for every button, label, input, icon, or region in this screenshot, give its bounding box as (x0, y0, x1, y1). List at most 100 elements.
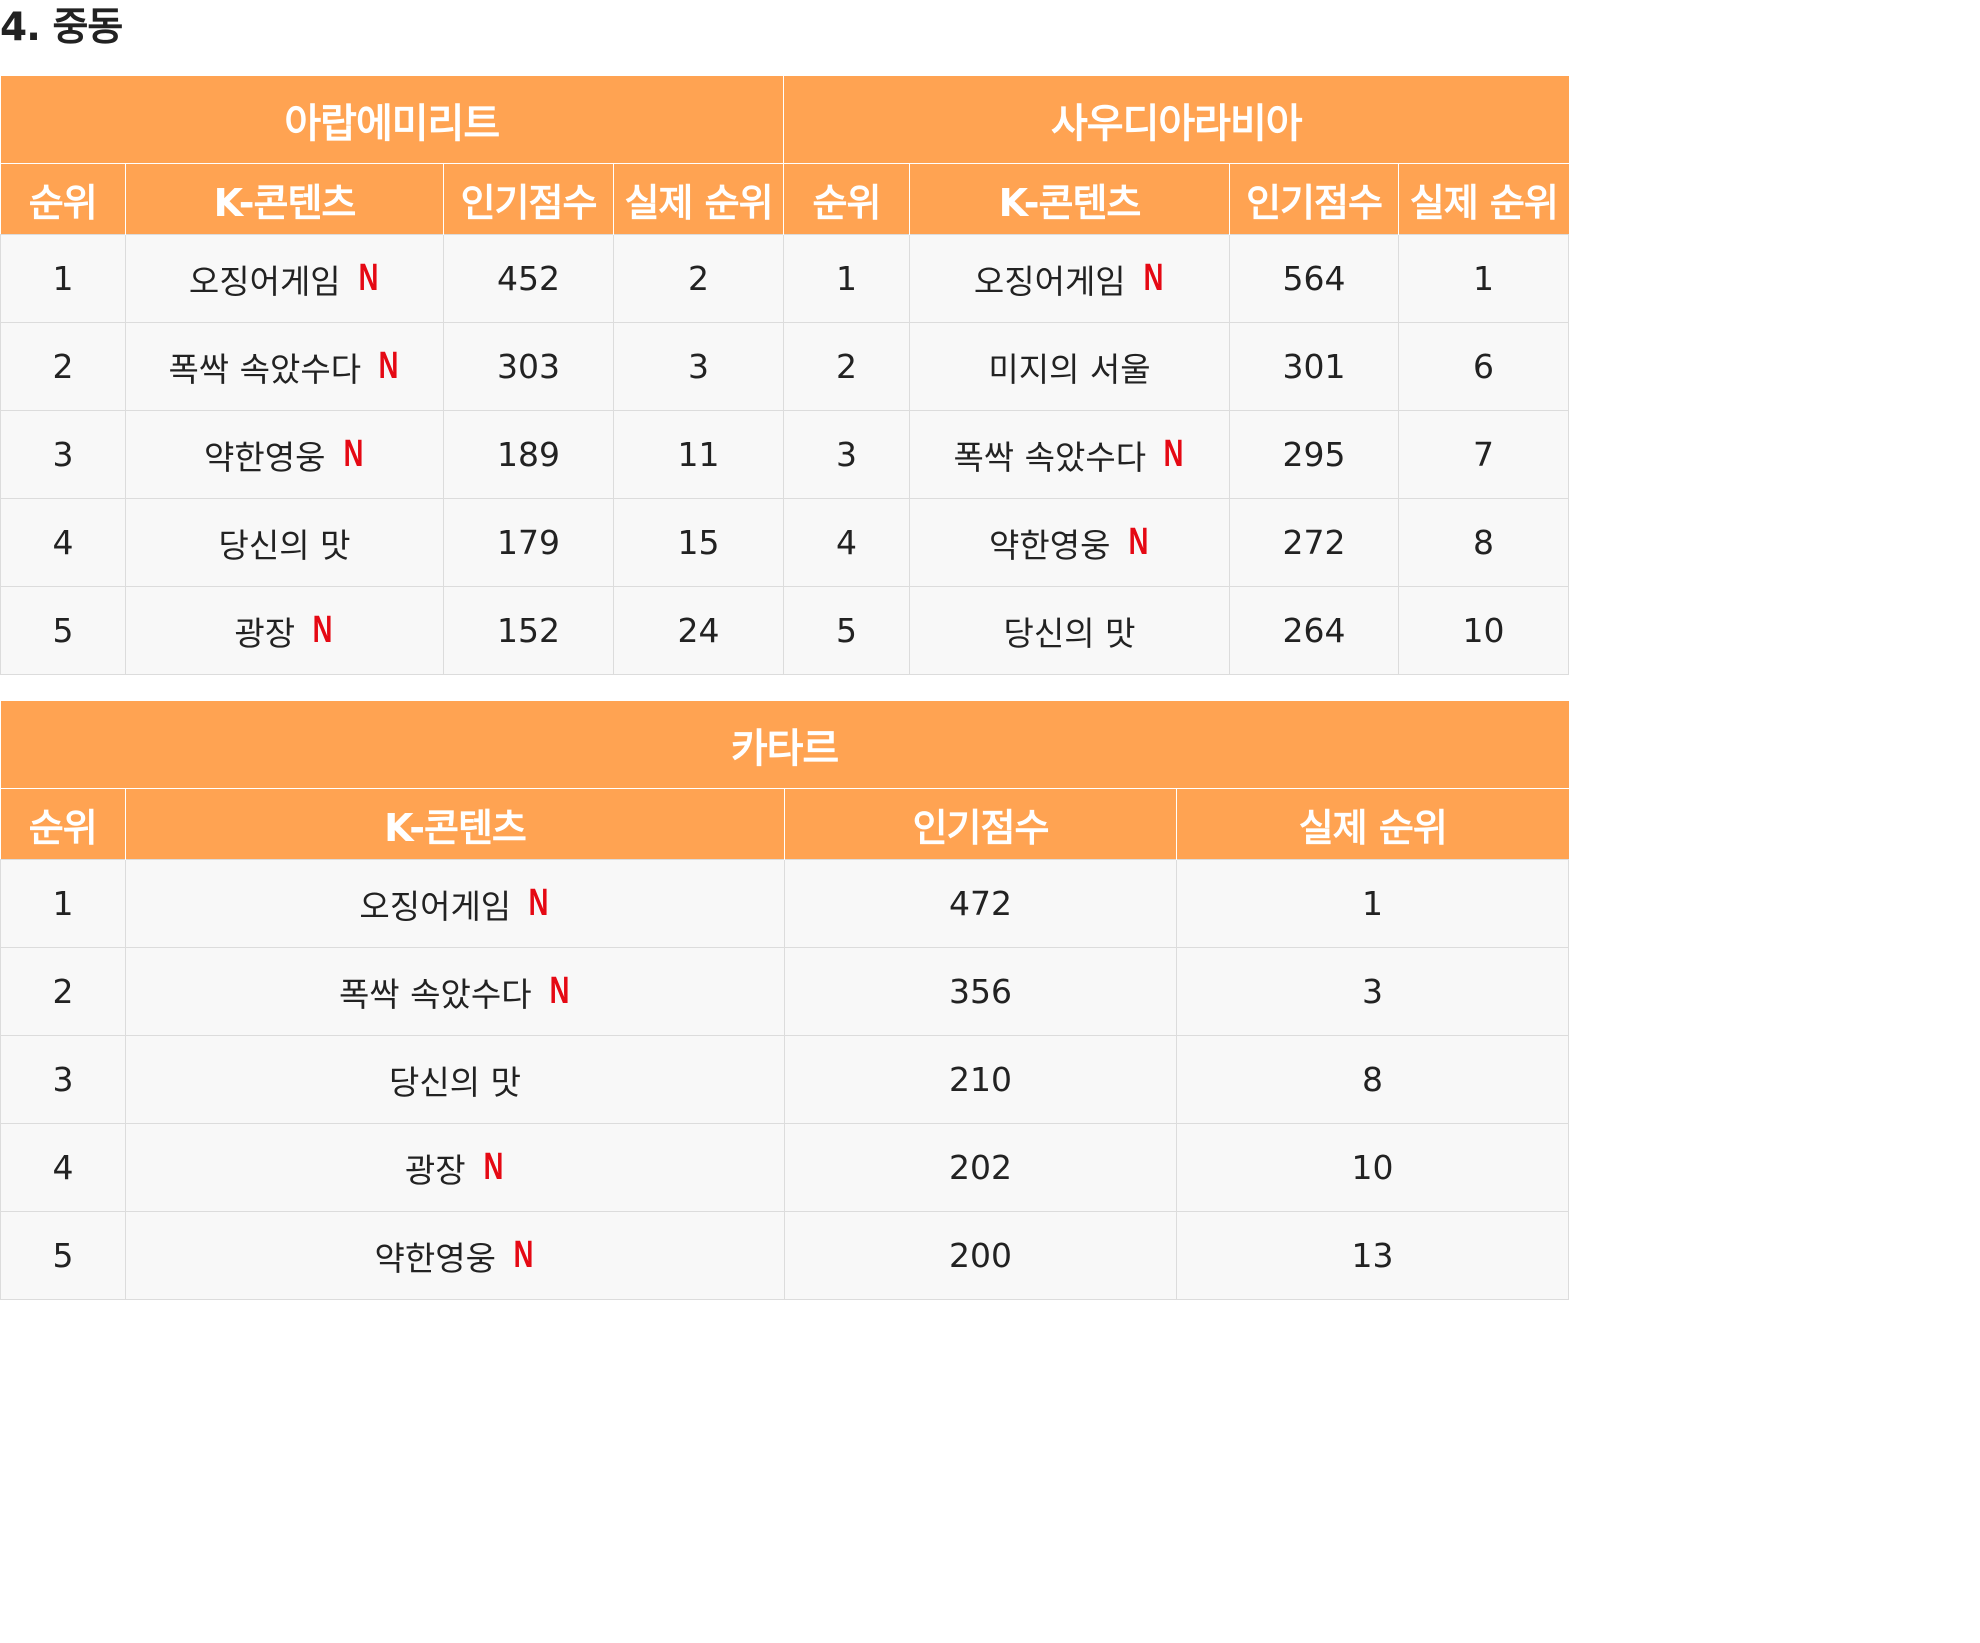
table-row: 5 광장 N 152 24 5 당신의 맛 264 10 (0, 586, 1570, 675)
content-cell: 미지의 서울 (909, 322, 1230, 411)
actual-rank-cell: 8 (1175, 1035, 1570, 1124)
content-title: 당신의 맛 (1003, 613, 1136, 653)
actual-rank-cell: 3 (1175, 947, 1570, 1036)
score-cell: 472 (784, 859, 1177, 948)
netflix-logo-icon: N (343, 433, 363, 475)
country-header-saudi: 사우디아라비아 (782, 76, 1569, 164)
rank-cell: 4 (0, 1123, 126, 1212)
score-cell: 200 (784, 1211, 1177, 1300)
netflix-logo-icon: N (1128, 521, 1148, 563)
ranking-table-uae-saudi: 아랍에미리트 사우디아라비아 순위 K-콘텐츠 인기점수 실제 순위 순위 K-… (0, 76, 1570, 675)
netflix-logo-icon: N (1143, 257, 1163, 299)
column-header-content: K-콘텐츠 (125, 788, 785, 860)
content-cell: 당신의 맛 (909, 586, 1230, 675)
content-cell: 당신의 맛 (125, 1035, 785, 1124)
content-title: 미지의 서울 (988, 349, 1151, 389)
actual-rank-cell: 7 (1397, 410, 1570, 499)
rank-cell: 3 (783, 410, 910, 499)
table-row: 1 오징어게임 N 452 2 1 오징어게임 N 564 1 (0, 234, 1570, 323)
country-header-qatar: 카타르 (0, 701, 1569, 789)
score-cell: 179 (443, 498, 614, 587)
netflix-logo-icon: N (513, 1234, 534, 1276)
rank-cell: 2 (0, 322, 126, 411)
rank-cell: 4 (0, 498, 126, 587)
content-title: 광장 (234, 613, 296, 653)
content-cell: 오징어게임 N (125, 859, 785, 948)
content-title: 당신의 맛 (389, 1062, 521, 1102)
column-header-score: 인기점수 (784, 788, 1177, 860)
table-row: 1 오징어게임 N 472 1 (0, 859, 1570, 948)
actual-rank-cell: 1 (1175, 859, 1570, 948)
score-cell: 189 (443, 410, 614, 499)
score-cell: 295 (1229, 410, 1399, 499)
content-cell: 오징어게임 N (125, 234, 444, 323)
content-title: 약한영웅 (989, 525, 1111, 565)
rank-cell: 3 (0, 1035, 126, 1124)
content-cell: 약한영웅 N (125, 1211, 785, 1300)
score-cell: 152 (443, 586, 614, 675)
rank-cell: 2 (783, 322, 910, 411)
table-row: 3 약한영웅 N 189 11 3 폭싹 속았수다 N 295 7 (0, 410, 1570, 499)
score-cell: 452 (443, 234, 614, 323)
column-header-score: 인기점수 (1229, 163, 1399, 235)
content-title: 광장 (404, 1150, 466, 1190)
content-title: 오징어게임 (188, 261, 341, 301)
content-title: 약한영웅 (374, 1238, 496, 1278)
score-cell: 202 (784, 1123, 1177, 1212)
table-row: 3 당신의 맛 210 8 (0, 1035, 1570, 1124)
netflix-logo-icon: N (483, 1146, 503, 1188)
column-header-actual-rank: 실제 순위 (1175, 788, 1569, 860)
content-title: 폭싹 속았수다 (338, 974, 532, 1014)
content-title: 폭싹 속았수다 (168, 349, 362, 389)
score-cell: 272 (1229, 498, 1399, 587)
section-title: 4. 중동 (0, 5, 123, 50)
content-cell: 약한영웅 N (125, 410, 444, 499)
score-cell: 303 (443, 322, 614, 411)
rank-cell: 1 (783, 234, 910, 323)
content-cell: 폭싹 속았수다 N (909, 410, 1230, 499)
rank-cell: 3 (0, 410, 126, 499)
score-cell: 564 (1229, 234, 1399, 323)
score-cell: 210 (784, 1035, 1177, 1124)
score-cell: 264 (1229, 586, 1399, 675)
column-header-score: 인기점수 (443, 163, 614, 235)
score-cell: 356 (784, 947, 1177, 1036)
actual-rank-cell: 2 (613, 234, 784, 323)
country-header-uae: 아랍에미리트 (0, 76, 784, 164)
content-title: 오징어게임 (359, 886, 512, 926)
content-cell: 당신의 맛 (125, 498, 444, 587)
rank-cell: 1 (0, 234, 126, 323)
column-header-content: K-콘텐츠 (909, 163, 1230, 235)
actual-rank-cell: 10 (1397, 586, 1570, 675)
column-header-rank: 순위 (0, 163, 126, 235)
rank-cell: 4 (783, 498, 910, 587)
actual-rank-cell: 24 (613, 586, 784, 675)
content-cell: 약한영웅 N (909, 498, 1230, 587)
actual-rank-cell: 11 (613, 410, 784, 499)
column-header-actual-rank: 실제 순위 (1397, 163, 1569, 235)
content-title: 당신의 맛 (218, 525, 351, 565)
netflix-logo-icon: N (358, 257, 378, 299)
rank-cell: 2 (0, 947, 126, 1036)
table-row: 4 당신의 맛 179 15 4 약한영웅 N 272 8 (0, 498, 1570, 587)
actual-rank-cell: 13 (1175, 1211, 1570, 1300)
column-header-content: K-콘텐츠 (125, 163, 444, 235)
netflix-logo-icon: N (1163, 433, 1184, 475)
actual-rank-cell: 8 (1397, 498, 1570, 587)
netflix-logo-icon: N (378, 345, 399, 387)
table-row: 5 약한영웅 N 200 13 (0, 1211, 1570, 1300)
page: 4. 중동 아랍에미리트 사우디아라비아 순위 K-콘텐츠 인기점수 실제 순위… (0, 5, 1570, 1300)
rank-cell: 5 (0, 586, 126, 675)
column-header-rank: 순위 (783, 163, 910, 235)
score-cell: 301 (1229, 322, 1399, 411)
content-cell: 오징어게임 N (909, 234, 1230, 323)
rank-cell: 5 (0, 1211, 126, 1300)
table-row: 2 폭싹 속았수다 N 356 3 (0, 947, 1570, 1036)
content-cell: 폭싹 속았수다 N (125, 322, 444, 411)
actual-rank-cell: 15 (613, 498, 784, 587)
rank-cell: 5 (783, 586, 910, 675)
actual-rank-cell: 1 (1397, 234, 1570, 323)
content-title: 폭싹 속았수다 (953, 437, 1147, 477)
table-row: 2 폭싹 속았수다 N 303 3 2 미지의 서울 301 6 (0, 322, 1570, 411)
netflix-logo-icon: N (528, 882, 549, 924)
